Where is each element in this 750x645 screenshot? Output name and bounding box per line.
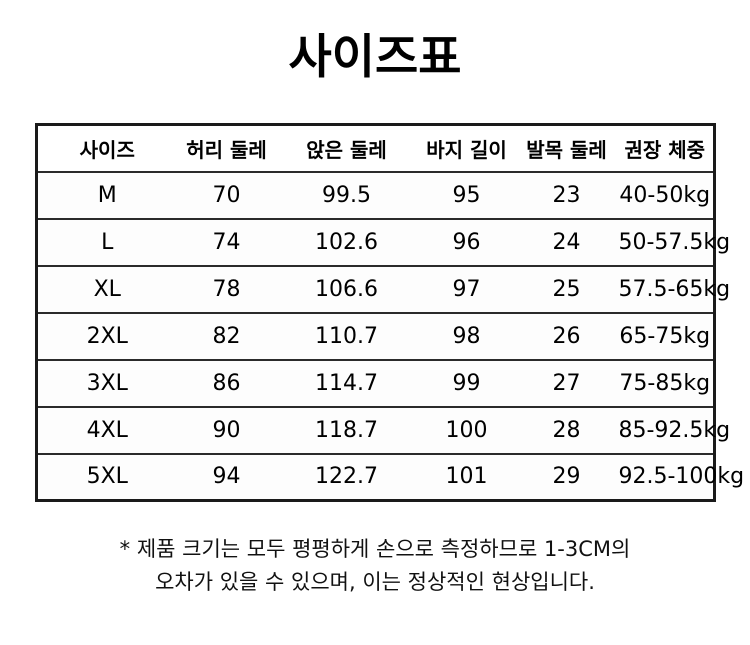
column-header-hip: 앉은 둘레 [276,124,417,173]
size-table-container: 사이즈 허리 둘레 앉은 둘레 바지 길이 발목 둘레 권장 체중 M 70 9… [35,123,744,502]
table-row: 5XL 94 122.7 101 29 92.5-100kg [36,452,744,501]
cell-ankle: 28 [516,405,617,455]
cell-hip: 99.5 [276,170,417,220]
cell-weight: 50-57.5kg [616,217,730,267]
table-row: L 74 102.6 96 24 50-57.5kg [36,217,730,267]
column-header-length: 바지 길이 [416,124,517,173]
cell-length: 97 [416,264,517,314]
cell-ankle: 25 [516,264,617,314]
column-header-ankle: 발목 둘레 [516,124,617,173]
cell-waist: 82 [176,311,277,361]
cell-hip: 118.7 [276,405,417,455]
cell-weight: 40-50kg [616,170,715,220]
cell-ankle: 24 [516,217,617,267]
cell-waist: 74 [176,217,277,267]
cell-length: 100 [416,405,517,455]
column-header-weight: 권장 체중 [616,124,715,173]
cell-waist: 86 [176,358,277,408]
measurement-disclaimer: * 제품 크기는 모두 평평하게 손으로 측정하므로 1-3CM의 오차가 있을… [0,533,750,599]
table-row: 3XL 86 114.7 99 27 75-85kg [36,358,715,408]
cell-size: 5XL [36,452,177,501]
table-row: M 70 99.5 95 23 40-50kg [36,170,715,220]
cell-ankle: 26 [516,311,617,361]
disclaimer-line-1: * 제품 크기는 모두 평평하게 손으로 측정하므로 1-3CM의 [119,537,631,561]
cell-size: XL [36,264,177,314]
cell-length: 95 [416,170,517,220]
cell-hip: 102.6 [276,217,417,267]
column-header-size: 사이즈 [36,124,177,173]
cell-ankle: 27 [516,358,617,408]
cell-waist: 78 [176,264,277,314]
disclaimer-line-2: 오차가 있을 수 있으며, 이는 정상적인 현상입니다. [155,570,595,594]
cell-hip: 114.7 [276,358,417,408]
cell-size: 4XL [36,405,177,455]
cell-weight: 75-85kg [616,358,715,408]
table-row: 2XL 82 110.7 98 26 65-75kg [36,311,715,361]
cell-hip: 106.6 [276,264,417,314]
cell-hip: 110.7 [276,311,417,361]
cell-length: 99 [416,358,517,408]
cell-ankle: 23 [516,170,617,220]
cell-weight: 85-92.5kg [616,405,730,455]
cell-size: 2XL [36,311,177,361]
cell-waist: 90 [176,405,277,455]
cell-length: 96 [416,217,517,267]
cell-weight: 65-75kg [616,311,715,361]
table-row: 4XL 90 118.7 100 28 85-92.5kg [36,405,730,455]
cell-weight: 92.5-100kg [616,452,744,501]
table-body: M 70 99.5 95 23 40-50kg L 74 102.6 96 24… [36,170,744,501]
page-title: 사이즈표 [288,30,462,85]
column-header-waist: 허리 둘레 [176,124,277,173]
cell-size: 3XL [36,358,177,408]
table-header-row: 사이즈 허리 둘레 앉은 둘레 바지 길이 발목 둘레 권장 체중 [36,124,715,173]
cell-waist: 70 [176,170,277,220]
table-header: 사이즈 허리 둘레 앉은 둘레 바지 길이 발목 둘레 권장 체중 [36,124,715,173]
cell-hip: 122.7 [276,452,417,501]
cell-length: 101 [416,452,517,501]
cell-length: 98 [416,311,517,361]
table-row: XL 78 106.6 97 25 57.5-65kg [36,264,730,314]
cell-weight: 57.5-65kg [616,264,730,314]
size-table: 사이즈 허리 둘레 앉은 둘레 바지 길이 발목 둘레 권장 체중 M 70 9… [35,123,744,502]
cell-ankle: 29 [516,452,617,501]
cell-size: L [36,217,177,267]
cell-size: M [36,170,177,220]
cell-waist: 94 [176,452,277,501]
